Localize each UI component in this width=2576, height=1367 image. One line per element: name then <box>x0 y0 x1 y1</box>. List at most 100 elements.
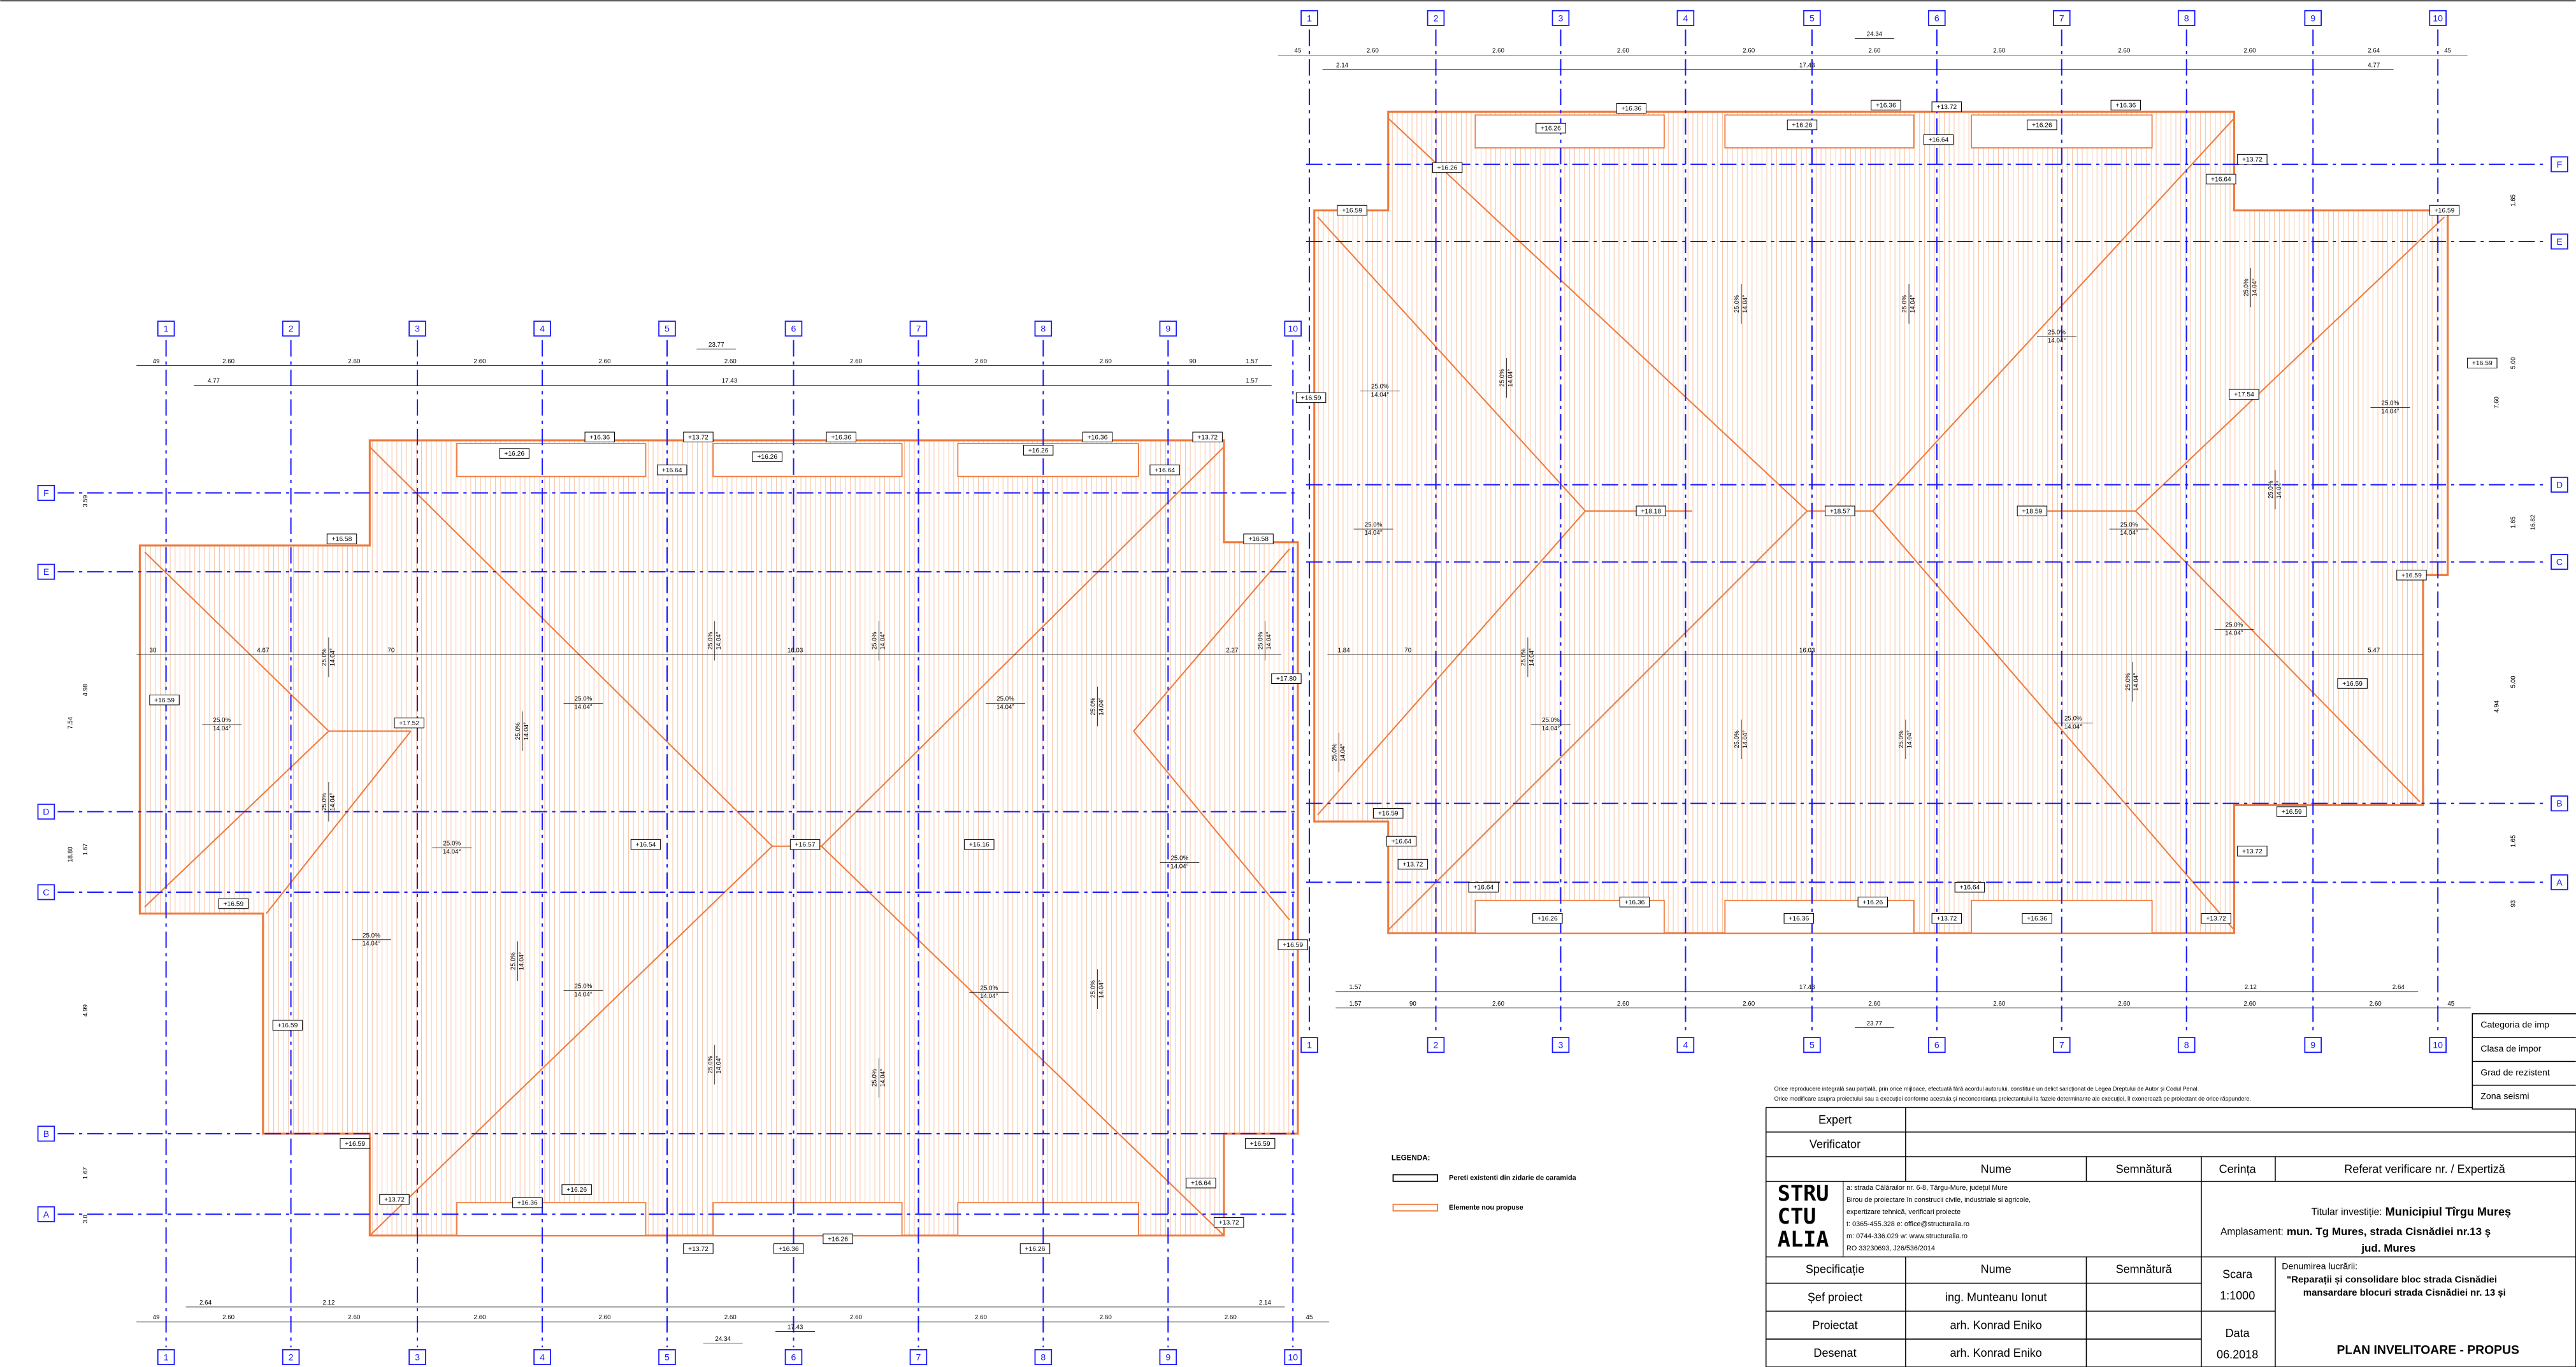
axis-label: 7 <box>2059 13 2064 24</box>
slope-label: 25.0% <box>1734 730 1741 748</box>
dimension-text: 2.60 <box>348 358 361 365</box>
dimension-text: 2.60 <box>2243 1001 2256 1008</box>
axis-tag <box>2429 1037 2447 1053</box>
elevation-box <box>1536 122 1566 134</box>
axis-label: 9 <box>2310 13 2315 24</box>
investor-label: Titular investiție: <box>2311 1207 2382 1218</box>
axis-tag <box>658 321 676 337</box>
elevation-label: +16.26 <box>1437 164 1458 171</box>
legend-swatch <box>1392 1203 1439 1211</box>
slope-label: 25.0% <box>1734 295 1741 313</box>
dimension-text: 2.60 <box>348 1314 361 1321</box>
elevation-box <box>2201 913 2231 924</box>
roof-ridge <box>1872 117 2235 512</box>
dimension-text: 2.60 <box>1367 48 1379 55</box>
elevation-box <box>2429 205 2460 216</box>
axis-label: 6 <box>1934 13 1939 24</box>
elevation-box <box>2337 678 2368 689</box>
work-label: Denumirea lucrării: <box>2282 1261 2357 1271</box>
axis-label: B <box>43 1129 49 1139</box>
slope-angle: 14.04° <box>2064 723 2082 730</box>
table-header: Nume <box>1981 1263 2011 1276</box>
elevation-label: +16.58 <box>332 536 352 543</box>
dimension-text: 2.60 <box>2243 48 2256 55</box>
roof-ridge <box>1133 730 1290 921</box>
elevation-label: +16.57 <box>795 842 816 849</box>
elevation-label: +16.26 <box>1541 126 1561 133</box>
slope-label: 25.0% <box>575 696 593 703</box>
elevation-label: +16.64 <box>1473 885 1493 892</box>
elevation-label: +16.26 <box>1862 899 1883 906</box>
axis-label: A <box>2556 878 2563 888</box>
elevation-label: +18.57 <box>1830 508 1850 515</box>
slope-label: 25.0% <box>2382 400 2400 407</box>
slope-label: 25.0% <box>321 793 328 811</box>
dimension-text: 2.60 <box>1617 48 1630 55</box>
elevation-box <box>394 718 424 728</box>
slope-label: 25.0% <box>2243 278 2250 296</box>
elevation-label: +16.59 <box>2401 572 2422 579</box>
dimension-text: 1.65 <box>2510 194 2517 206</box>
slope-label: 25.0% <box>1090 697 1097 715</box>
elevation-label: +16.26 <box>566 1187 587 1194</box>
axis-tag <box>157 321 175 337</box>
site: mun. Tg Mures, strada Cisnădiei nr.13 ş <box>2287 1226 2491 1238</box>
elevation-box <box>1871 99 1901 111</box>
dimension-text: 45 <box>1295 48 1302 55</box>
dimension-text: 24.34 <box>715 1336 731 1343</box>
roof-ridge <box>1872 510 2235 930</box>
company-info: expertizare tehnică, verificari proiecte <box>1846 1208 1961 1216</box>
axis-label: 8 <box>1040 1353 1046 1363</box>
elevation-label: +16.59 <box>1283 942 1303 949</box>
slope-angle: 14.04° <box>2276 481 2283 498</box>
elevation-label: +16.59 <box>1378 811 1399 818</box>
elevation-box <box>2027 119 2057 131</box>
dimension-text: 2.60 <box>850 1314 863 1321</box>
axis-tag <box>658 1349 676 1366</box>
elevation-box <box>826 431 856 443</box>
dimension-text: 2.60 <box>1617 1001 1630 1008</box>
elevation-label: +16.36 <box>589 434 610 441</box>
slope-label: 25.0% <box>707 1055 714 1073</box>
dimension-text: 45 <box>2444 48 2451 55</box>
slope-angle: 14.04° <box>2381 408 2399 415</box>
axis-label: A <box>43 1210 50 1220</box>
roof-ridge <box>369 446 773 847</box>
slope-angle: 14.04° <box>523 722 530 740</box>
dimension-text: 2.60 <box>598 1314 611 1321</box>
dormer <box>957 1202 1139 1236</box>
slope-angle: 14.04° <box>2120 530 2138 537</box>
elevation-box <box>1619 897 1650 908</box>
legend-swatch <box>1392 1174 1439 1182</box>
axis-tag <box>1427 10 1445 26</box>
dimension-text: 3.0 <box>82 1215 89 1224</box>
dimension-text: 2.60 <box>1993 48 2006 55</box>
scale: 1:1000 <box>2220 1289 2255 1302</box>
elevation-label: +16.59 <box>2435 207 2455 214</box>
dimension-text: 1.67 <box>82 843 89 855</box>
elevation-label: +13.72 <box>688 434 709 441</box>
table-header: Specificație <box>1806 1263 1864 1276</box>
dimension-text: 1.57 <box>1349 984 1362 991</box>
dormer <box>1474 114 1665 148</box>
axis-label: E <box>43 567 49 577</box>
logo: STRU <box>1778 1181 1829 1206</box>
elevation-box <box>1468 881 1499 893</box>
dimension-text: 2.64 <box>2368 48 2380 55</box>
elevation-label: +16.26 <box>1028 447 1049 454</box>
elevation-box <box>2022 913 2052 924</box>
dimension-text: 30 <box>150 647 157 655</box>
elevation-label: +16.36 <box>831 434 851 441</box>
slope-label: 25.0% <box>2120 521 2138 528</box>
elevation-box <box>1019 1243 1051 1254</box>
elevation-box <box>1186 1178 1216 1189</box>
elevation-box <box>1857 897 1889 908</box>
dimension-text: 2.60 <box>222 1314 235 1321</box>
axis-tag <box>2551 795 2568 812</box>
axis-tag <box>2551 554 2568 570</box>
elevation-box <box>1082 431 1113 443</box>
dimension-text: 93 <box>2510 900 2517 907</box>
dimension-text: 17.43 <box>722 378 738 385</box>
dimension-text: 2.60 <box>975 1314 988 1321</box>
slope-angle: 14.04° <box>880 1069 887 1087</box>
